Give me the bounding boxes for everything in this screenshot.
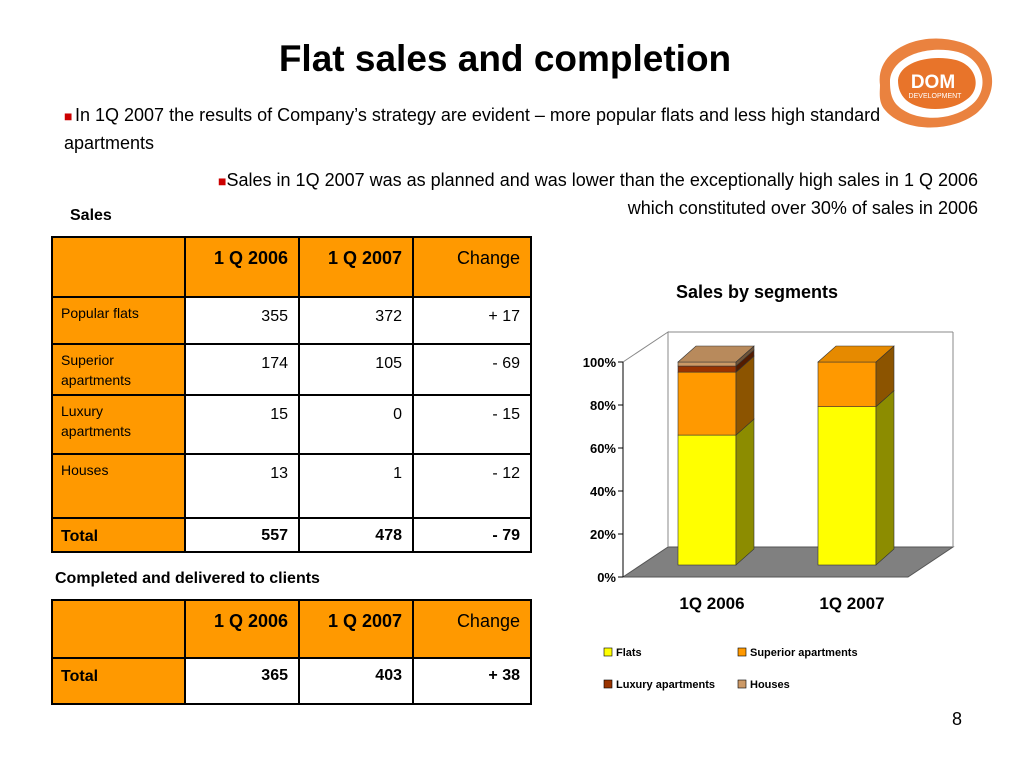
sales-by-segments-chart: Sales by segments 0% 20% 40% 60% 80% 100% 1Q … <box>583 282 955 691</box>
x-tick-label: 1Q 2006 <box>679 594 744 613</box>
logo-text-development: DEVELOPMENT <box>909 93 963 100</box>
bar-segment-top <box>677 345 755 363</box>
legend-label: Flats <box>616 647 642 659</box>
x-tick-label: 1Q 2007 <box>819 594 884 613</box>
table-row: Luxury apartments 15 0 - 15 <box>51 394 532 455</box>
y-tick-label: 60% <box>590 441 616 456</box>
row-label: Luxury apartments <box>51 394 186 455</box>
cell-q2007: 105 <box>298 343 414 396</box>
bullet-1: ■ In 1Q 2007 the results of Company’s str… <box>64 102 924 157</box>
y-tick-label: 100% <box>583 355 617 370</box>
total-label: Total <box>51 657 186 705</box>
header-cell-change: Change <box>412 599 532 659</box>
legend-swatch <box>603 679 613 689</box>
cell-q2006: 15 <box>184 394 300 455</box>
total-q2007: 403 <box>298 657 414 705</box>
legend-swatch <box>603 647 613 657</box>
legend-label: Luxury apartments <box>616 679 715 691</box>
legend-swatch <box>737 679 747 689</box>
table-header-row: 1 Q 2006 1 Q 2007 Change <box>51 599 532 659</box>
header-cell-q2006: 1 Q 2006 <box>184 599 300 659</box>
bar-segment <box>817 361 877 407</box>
table-row: Houses 13 1 - 12 <box>51 453 532 519</box>
cell-q2006: 13 <box>184 453 300 519</box>
cell-q2007: 372 <box>298 296 414 345</box>
cell-q2006: 355 <box>184 296 300 345</box>
legend-label: Houses <box>750 679 790 691</box>
cell-change: - 15 <box>412 394 532 455</box>
x-axis: 1Q 2006 1Q 2007 <box>679 594 884 613</box>
total-label: Total <box>51 517 186 553</box>
chart-back-wall <box>622 331 669 577</box>
bar-segment-side <box>875 389 895 566</box>
bar-segment <box>677 434 737 566</box>
cell-q2006: 174 <box>184 343 300 396</box>
cell-q2007: 1 <box>298 453 414 519</box>
bar-segment-side <box>735 418 755 566</box>
header-cell-q2007: 1 Q 2007 <box>298 599 414 659</box>
cell-q2007: 0 <box>298 394 414 455</box>
chart-legend: Flats Superior apartments Luxury apartment… <box>603 647 858 691</box>
table-row: Superior apartments 174 105 - 69 <box>51 343 532 396</box>
table-row: Popular flats 355 372 + 17 <box>51 296 532 345</box>
chart-title: Sales by segments <box>676 282 838 302</box>
y-tick-label: 40% <box>590 484 616 499</box>
slide-title: Flat sales and completion <box>278 38 732 79</box>
bar-segment-top <box>817 345 895 363</box>
row-label: Superior apartments <box>51 343 186 396</box>
bullet-square-icon: ■ <box>64 108 73 124</box>
bar-segment <box>677 361 737 367</box>
bar-segment <box>677 365 737 373</box>
chart-floor <box>621 546 955 578</box>
bar-segment <box>677 371 737 436</box>
total-q2006: 557 <box>184 517 300 553</box>
legend-label: Superior apartments <box>750 647 858 659</box>
total-q2006: 365 <box>184 657 300 705</box>
header-cell-q2006: 1 Q 2006 <box>184 236 300 298</box>
bullet-square-icon: ■ <box>218 173 227 189</box>
table-header-row: 1 Q 2006 1 Q 2007 Change <box>51 236 532 298</box>
completed-table: 1 Q 2006 1 Q 2007 Change Total 365 403 +… <box>51 599 532 705</box>
row-label: Houses <box>51 453 186 519</box>
legend-swatch <box>737 647 747 657</box>
page-number: 8 <box>952 709 963 729</box>
table-total-row: Total 365 403 + 38 <box>51 657 532 705</box>
bullet-2: ■Sales in 1Q 2007 was as planned and was… <box>196 167 978 222</box>
logo-text-dom: DOM <box>911 72 955 93</box>
header-cell-empty <box>51 236 186 298</box>
y-tick-label: 20% <box>590 527 616 542</box>
sales-table: 1 Q 2006 1 Q 2007 Change Popular flats 3… <box>51 236 532 553</box>
table-total-row: Total 557 478 - 79 <box>51 517 532 553</box>
cell-change: - 12 <box>412 453 532 519</box>
sales-label: Sales <box>70 207 112 224</box>
chart-bars <box>677 345 895 566</box>
cell-change: - 69 <box>412 343 532 396</box>
bar-segment <box>817 406 877 566</box>
y-tick-label: 0% <box>597 570 616 585</box>
header-cell-change: Change <box>412 236 532 298</box>
header-cell-q2007: 1 Q 2007 <box>298 236 414 298</box>
header-cell-empty <box>51 599 186 659</box>
total-change: + 38 <box>412 657 532 705</box>
total-q2007: 478 <box>298 517 414 553</box>
dom-development-logo: DOM DEVELOPMENT <box>879 38 993 128</box>
cell-change: + 17 <box>412 296 532 345</box>
completed-label: Completed and delivered to clients <box>55 570 320 587</box>
y-tick-label: 80% <box>590 398 616 413</box>
bullet-2-text: Sales in 1Q 2007 was as planned and was … <box>226 170 978 218</box>
total-change: - 79 <box>412 517 532 553</box>
y-axis: 0% 20% 40% 60% 80% 100% <box>583 355 624 585</box>
chart-plot-area <box>621 331 955 578</box>
bullet-1-text: In 1Q 2007 the results of Company’s stra… <box>64 105 881 153</box>
row-label: Popular flats <box>51 296 186 345</box>
